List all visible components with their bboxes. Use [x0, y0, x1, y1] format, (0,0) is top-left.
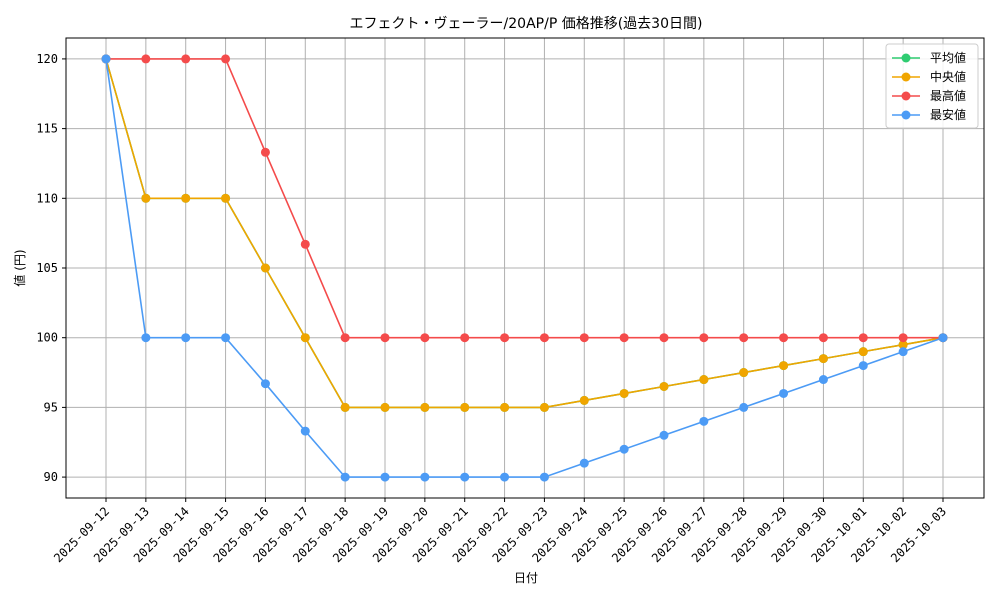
data-point — [539, 333, 549, 343]
data-point — [260, 379, 270, 389]
series-line — [105, 58, 944, 409]
data-point — [221, 193, 231, 203]
legend-marker — [901, 53, 911, 63]
data-point — [699, 375, 709, 385]
data-point — [221, 54, 231, 64]
data-point — [858, 347, 868, 357]
data-point — [898, 340, 908, 350]
data-point — [579, 333, 589, 343]
series-group — [101, 54, 948, 482]
data-point — [141, 193, 151, 203]
legend-marker — [901, 72, 911, 82]
data-point — [260, 263, 270, 273]
data-point — [619, 388, 629, 398]
x-axis-label: 日付 — [514, 571, 538, 585]
y-tick-label: 95 — [44, 400, 58, 414]
series-最高値 — [101, 54, 948, 343]
data-point — [779, 333, 789, 343]
data-point — [858, 333, 868, 343]
data-point — [739, 368, 749, 378]
data-point — [699, 333, 709, 343]
legend-label: 中央値 — [930, 69, 966, 84]
data-point — [460, 333, 470, 343]
series-最安値 — [101, 54, 948, 482]
data-point — [619, 444, 629, 454]
x-axis: 2025-09-122025-09-132025-09-142025-09-15… — [51, 498, 949, 565]
data-point — [420, 402, 430, 412]
data-point — [460, 402, 470, 412]
data-point — [300, 239, 310, 249]
data-point — [579, 458, 589, 468]
data-point — [101, 54, 111, 64]
data-point — [340, 402, 350, 412]
data-point — [141, 54, 151, 64]
data-point — [659, 333, 669, 343]
data-point — [181, 193, 191, 203]
y-axis: 90 95 100 105 110 115 120 — [36, 52, 66, 484]
data-point — [739, 402, 749, 412]
y-tick-label: 110 — [36, 191, 58, 205]
data-point — [619, 333, 629, 343]
data-point — [500, 402, 510, 412]
legend-item: 中央値 — [892, 69, 966, 84]
data-point — [818, 354, 828, 364]
series-line — [105, 58, 944, 409]
data-point — [898, 333, 908, 343]
legend-label: 最安値 — [930, 107, 966, 122]
data-point — [779, 388, 789, 398]
legend-label: 最高値 — [930, 88, 966, 103]
series-中央値 — [101, 54, 948, 412]
data-point — [380, 402, 390, 412]
y-axis-label: 値 (円) — [12, 249, 27, 286]
data-point — [300, 426, 310, 436]
data-point — [659, 381, 669, 391]
plot-frame — [65, 37, 985, 499]
legend-box — [885, 43, 979, 129]
legend-item: 最高値 — [892, 88, 966, 103]
data-point — [420, 333, 430, 343]
series-line — [106, 58, 943, 339]
y-tick-label: 105 — [36, 261, 58, 275]
data-point — [221, 333, 231, 343]
data-point — [539, 402, 549, 412]
legend-item: 平均値 — [892, 50, 966, 65]
y-tick-label: 100 — [36, 331, 58, 345]
legend-item: 最安値 — [892, 107, 966, 122]
data-point — [141, 333, 151, 343]
data-point — [500, 472, 510, 482]
y-tick-label: 120 — [36, 52, 58, 66]
data-point — [181, 333, 191, 343]
legend-label: 平均値 — [930, 50, 966, 65]
data-point — [181, 54, 191, 64]
data-point — [380, 472, 390, 482]
data-point — [818, 375, 828, 385]
series-line — [105, 58, 944, 478]
data-point — [579, 395, 589, 405]
data-point — [420, 472, 430, 482]
chart-title: エフェクト・ヴェーラー/20AP/P 価格推移(過去30日間) — [350, 15, 703, 32]
data-point — [659, 430, 669, 440]
legend-marker — [901, 91, 911, 101]
data-point — [858, 361, 868, 371]
data-point — [779, 361, 789, 371]
data-point — [300, 333, 310, 343]
data-point — [500, 333, 510, 343]
grid — [66, 38, 984, 498]
y-tick-label: 90 — [44, 470, 58, 484]
data-point — [260, 147, 270, 157]
data-point — [938, 333, 948, 343]
data-point — [739, 333, 749, 343]
legend-marker — [901, 110, 911, 120]
data-point — [818, 333, 828, 343]
data-point — [380, 333, 390, 343]
y-tick-label: 115 — [36, 122, 58, 136]
data-point — [340, 333, 350, 343]
data-point — [539, 472, 549, 482]
data-point — [699, 416, 709, 426]
data-point — [340, 472, 350, 482]
data-point — [898, 347, 908, 357]
data-point — [460, 472, 470, 482]
